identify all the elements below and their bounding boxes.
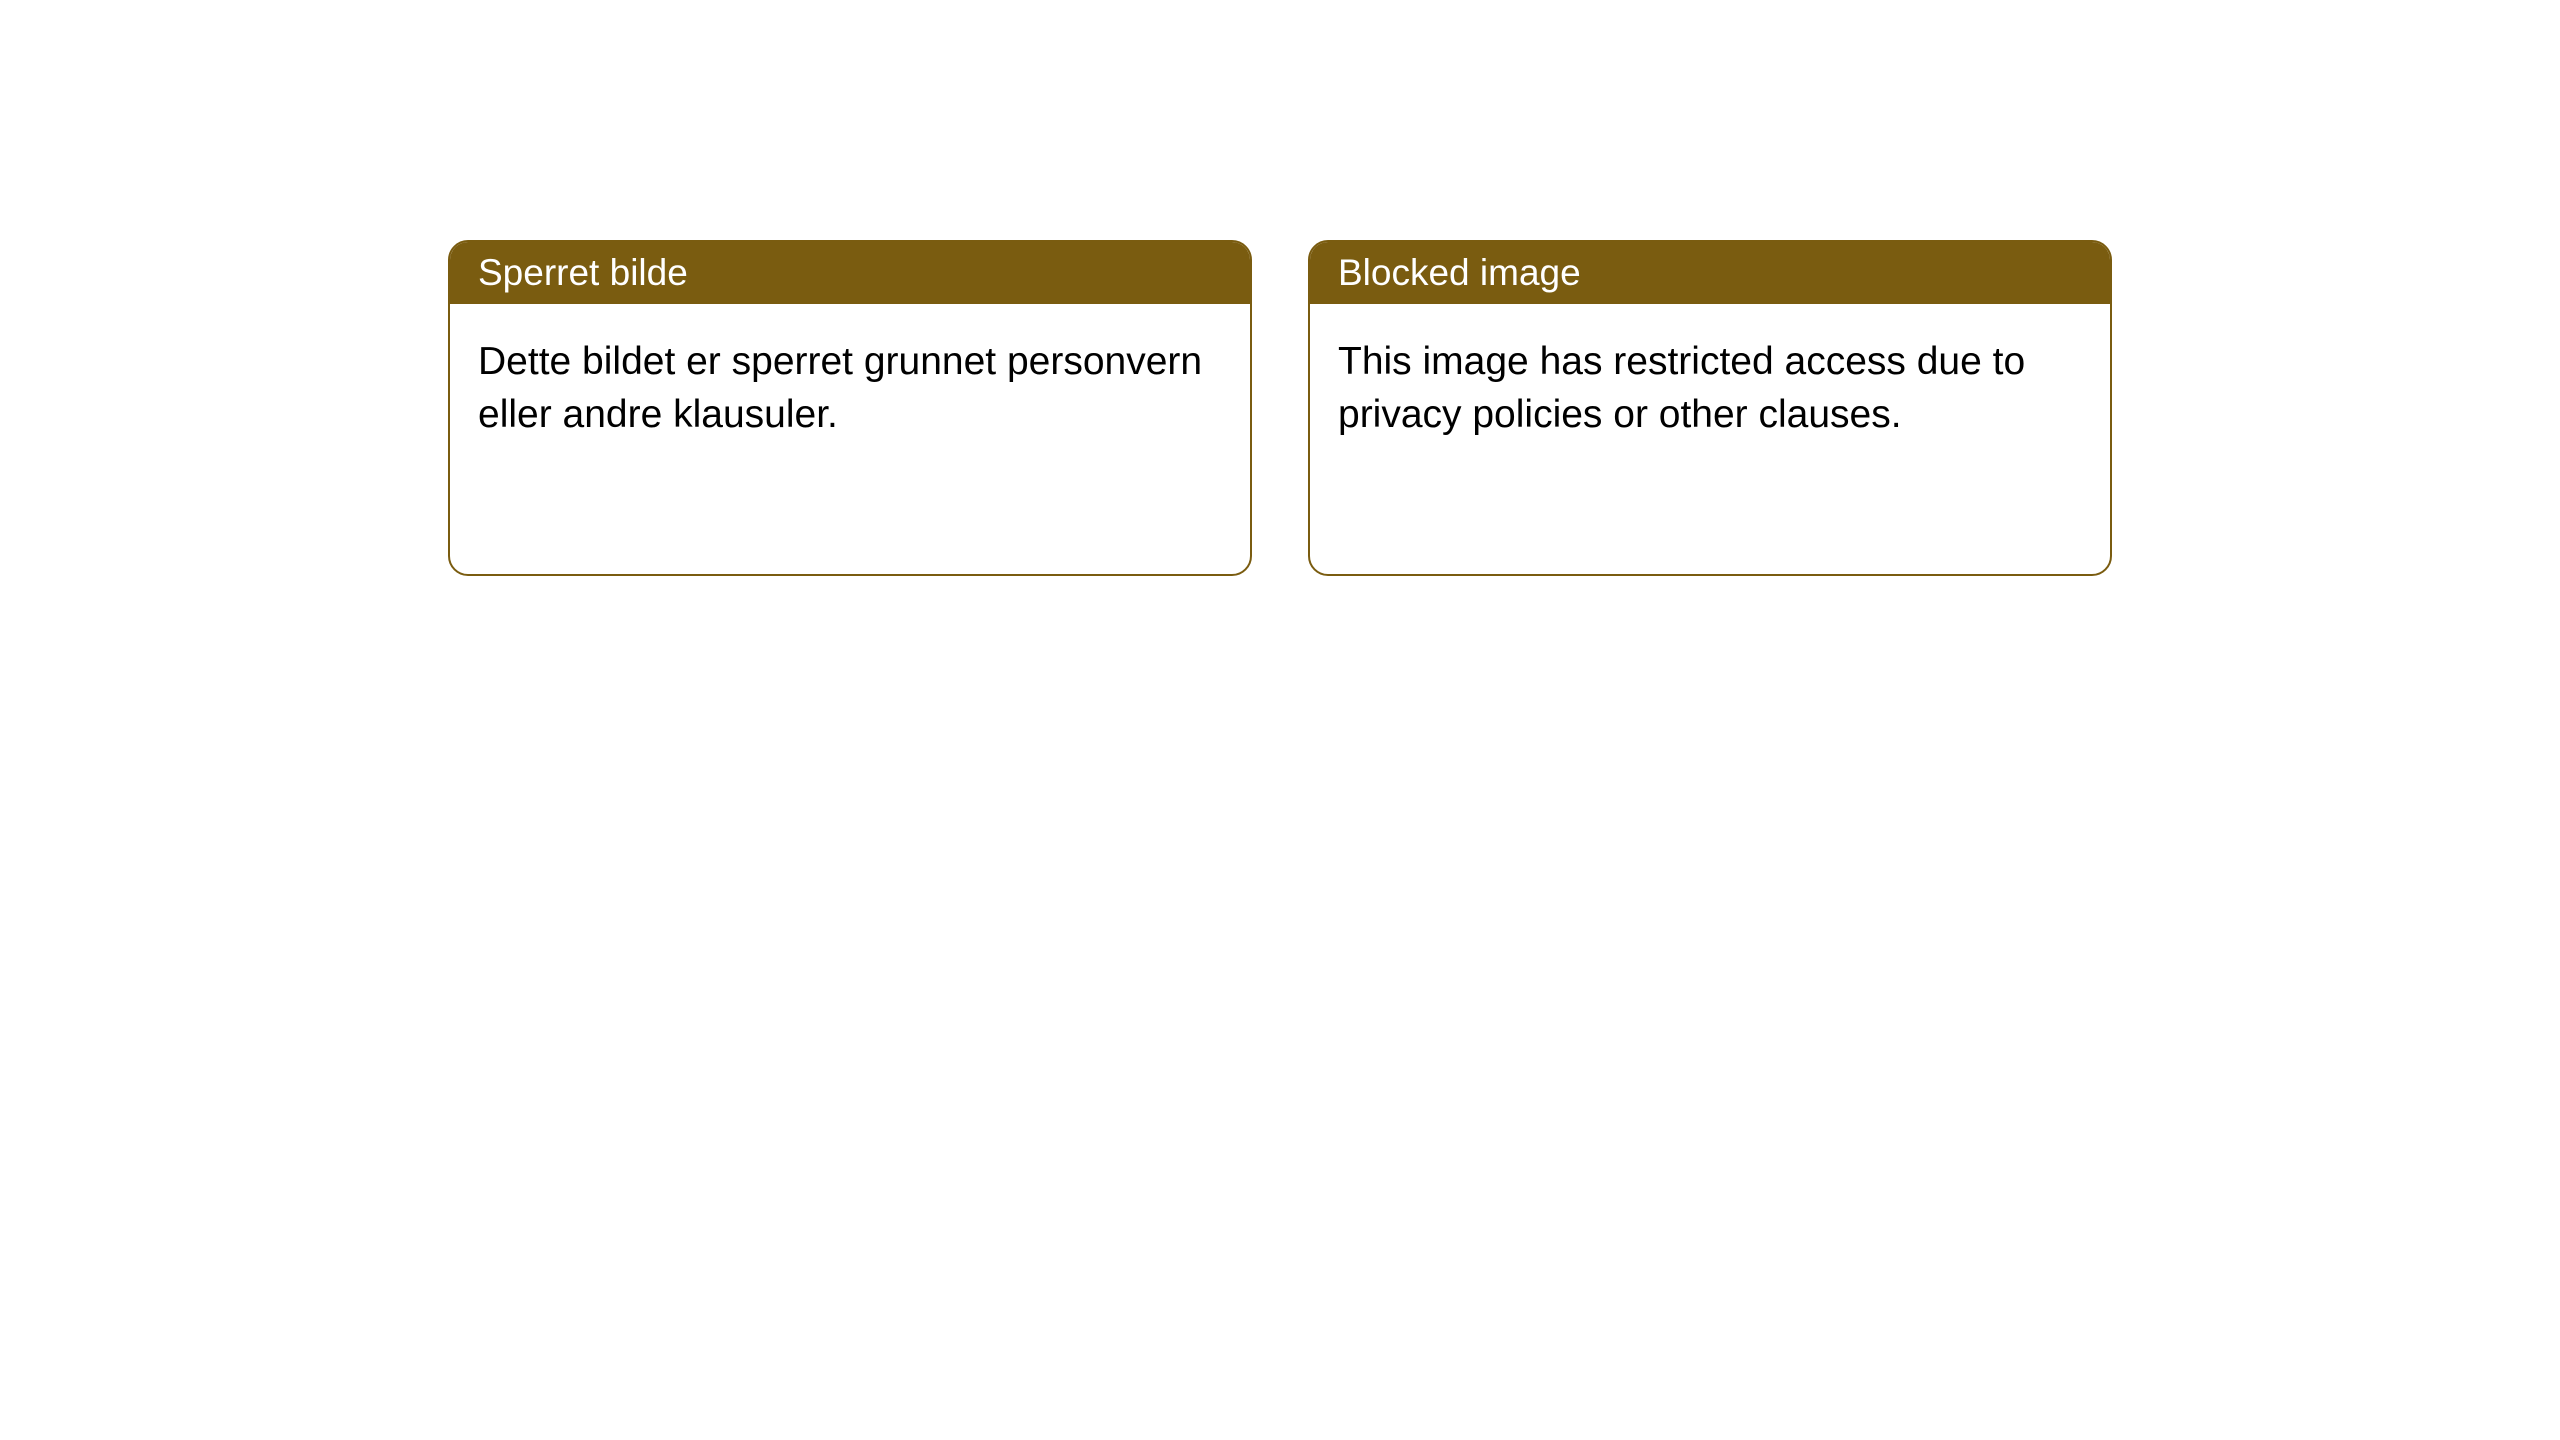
card-message-no: Dette bildet er sperret grunnet personve… bbox=[478, 340, 1202, 436]
blocked-image-card-en: Blocked image This image has restricted … bbox=[1308, 240, 2112, 576]
card-header-en: Blocked image bbox=[1310, 242, 2110, 304]
card-body-no: Dette bildet er sperret grunnet personve… bbox=[450, 304, 1250, 574]
card-title-no: Sperret bilde bbox=[478, 252, 688, 293]
card-message-en: This image has restricted access due to … bbox=[1338, 340, 2025, 436]
cards-container: Sperret bilde Dette bildet er sperret gr… bbox=[448, 240, 2560, 576]
card-body-en: This image has restricted access due to … bbox=[1310, 304, 2110, 574]
blocked-image-card-no: Sperret bilde Dette bildet er sperret gr… bbox=[448, 240, 1252, 576]
card-title-en: Blocked image bbox=[1338, 252, 1581, 293]
card-header-no: Sperret bilde bbox=[450, 242, 1250, 304]
